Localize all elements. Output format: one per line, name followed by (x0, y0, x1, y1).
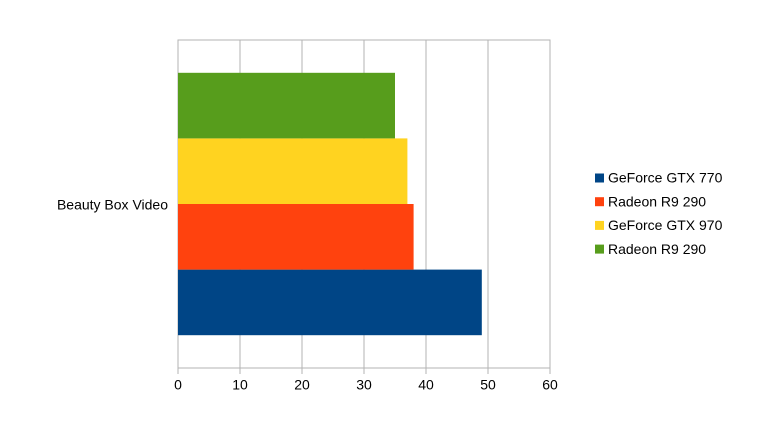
legend-label: Radeon R9 290 (608, 241, 706, 257)
legend-label: GeForce GTX 970 (608, 217, 723, 233)
legend-swatch (595, 220, 604, 230)
legend-swatch (595, 244, 604, 254)
bar (178, 138, 408, 204)
legend-label: GeForce GTX 770 (608, 170, 723, 186)
x-tick-label: 60 (542, 377, 558, 393)
legend-label: Radeon R9 290 (608, 193, 706, 209)
x-tick-label: 50 (480, 377, 496, 393)
x-tick-label: 30 (356, 377, 372, 393)
y-tick-label: Beauty Box Video (57, 197, 168, 213)
x-tick-label: 10 (232, 377, 248, 393)
x-tick-label: 0 (174, 377, 182, 393)
bar (178, 269, 482, 336)
x-tick-label: 20 (294, 377, 310, 393)
x-tick-label: 40 (418, 377, 434, 393)
legend-swatch (595, 197, 604, 207)
legend-swatch (595, 173, 604, 183)
bar (178, 204, 414, 270)
bar (178, 72, 395, 139)
